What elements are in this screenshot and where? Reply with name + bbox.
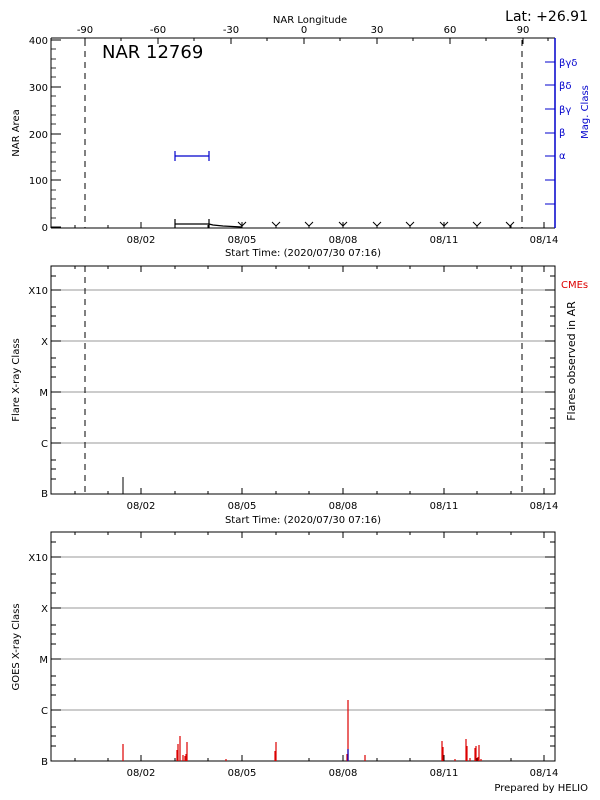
region-title: NAR 12769: [102, 42, 203, 63]
lon-tick-label: -60: [150, 25, 166, 36]
lon-tick-label: 0: [301, 25, 307, 36]
ar-flares-panel: X10 X M C B Flare X-ray Class Flares obs…: [11, 265, 588, 526]
x-tick-label: 08/08: [329, 501, 358, 512]
prepared-by-credit: Prepared by HELIO: [494, 783, 588, 794]
x-tick-label: 08/08: [329, 235, 358, 246]
x-tick-label: 08/05: [228, 768, 257, 779]
area-tick-400: 400: [29, 36, 48, 47]
goes-flares-panel: X10 X M C B GOES X-ray Class 08/02 08/05…: [11, 531, 559, 779]
flare-class-grid: [51, 289, 555, 444]
area-tick-0: 0: [42, 223, 48, 234]
x-tick-label: 08/02: [127, 768, 156, 779]
class-tick-x: X: [41, 337, 48, 348]
x-tick-label: 08/11: [430, 235, 459, 246]
x-tick-label: 08/05: [228, 235, 257, 246]
start-time-label: Start Time: (2020/07/30 07:16): [225, 248, 381, 259]
top-axis-title: NAR Longitude: [273, 15, 347, 26]
area-tick-100: 100: [29, 176, 48, 187]
cmes-legend: CMEs: [561, 280, 588, 291]
nar-area-panel: 400 300 200 100 0 NAR Area 08/02 08/05 0…: [11, 36, 591, 259]
longitude-tick-labels: -90 -60 -30 0 30 60 90: [77, 25, 530, 36]
class-tick-x10: X10: [28, 286, 48, 297]
mag-alpha-label: α: [559, 151, 566, 162]
x-tick-label: 08/14: [530, 501, 559, 512]
mag-class-axis-label: Mag. Class: [580, 85, 591, 139]
flares-observed-label: Flares observed in AR: [565, 301, 578, 421]
class-tick-m: M: [39, 388, 48, 399]
x-tick-label: 08/02: [127, 235, 156, 246]
goes-class-y-label: GOES X-ray Class: [11, 603, 22, 690]
mag-beta-gamma-label: βγ: [559, 105, 571, 116]
goes-tick-x: X: [41, 604, 48, 615]
flare-class-y-label: Flare X-ray Class: [11, 338, 22, 422]
lon-tick-label: -30: [223, 25, 239, 36]
class-tick-c: C: [41, 439, 48, 450]
mag-beta-delta-label: βδ: [559, 81, 572, 92]
nar-area-series: [174, 219, 243, 228]
latitude-label: Lat: +26.91: [505, 9, 588, 25]
zero-area-markers: [237, 221, 515, 228]
x-tick-label: 08/11: [430, 501, 459, 512]
mag-class-series: [174, 151, 210, 161]
goes-tick-x10: X10: [28, 553, 48, 564]
goes-class-grid: [51, 556, 555, 711]
mag-beta-gamma-delta-label: βγδ: [559, 58, 577, 69]
lon-tick-label: 30: [371, 25, 384, 36]
mag-beta-label: β: [559, 128, 565, 139]
lon-tick-label: 90: [517, 25, 530, 36]
class-tick-b: B: [41, 489, 48, 500]
lon-tick-label: -90: [77, 25, 93, 36]
x-tick-label: 08/05: [228, 501, 257, 512]
area-tick-200: 200: [29, 130, 48, 141]
goes-tick-c: C: [41, 706, 48, 717]
lon-tick-label: 60: [444, 25, 457, 36]
mag-class-ticks: [545, 61, 555, 205]
start-time-label: Start Time: (2020/07/30 07:16): [225, 515, 381, 526]
area-y-ticks: [51, 39, 61, 228]
area-tick-300: 300: [29, 83, 48, 94]
goes-tick-m: M: [39, 655, 48, 666]
goes-flare-bars: [122, 700, 482, 761]
area-y-label: NAR Area: [11, 109, 22, 156]
x-tick-label: 08/02: [127, 501, 156, 512]
x-tick-label: 08/14: [530, 768, 559, 779]
x-tick-label: 08/14: [530, 235, 559, 246]
goes-tick-b: B: [41, 757, 48, 768]
x-tick-label: 08/08: [329, 768, 358, 779]
x-tick-label: 08/11: [430, 768, 459, 779]
